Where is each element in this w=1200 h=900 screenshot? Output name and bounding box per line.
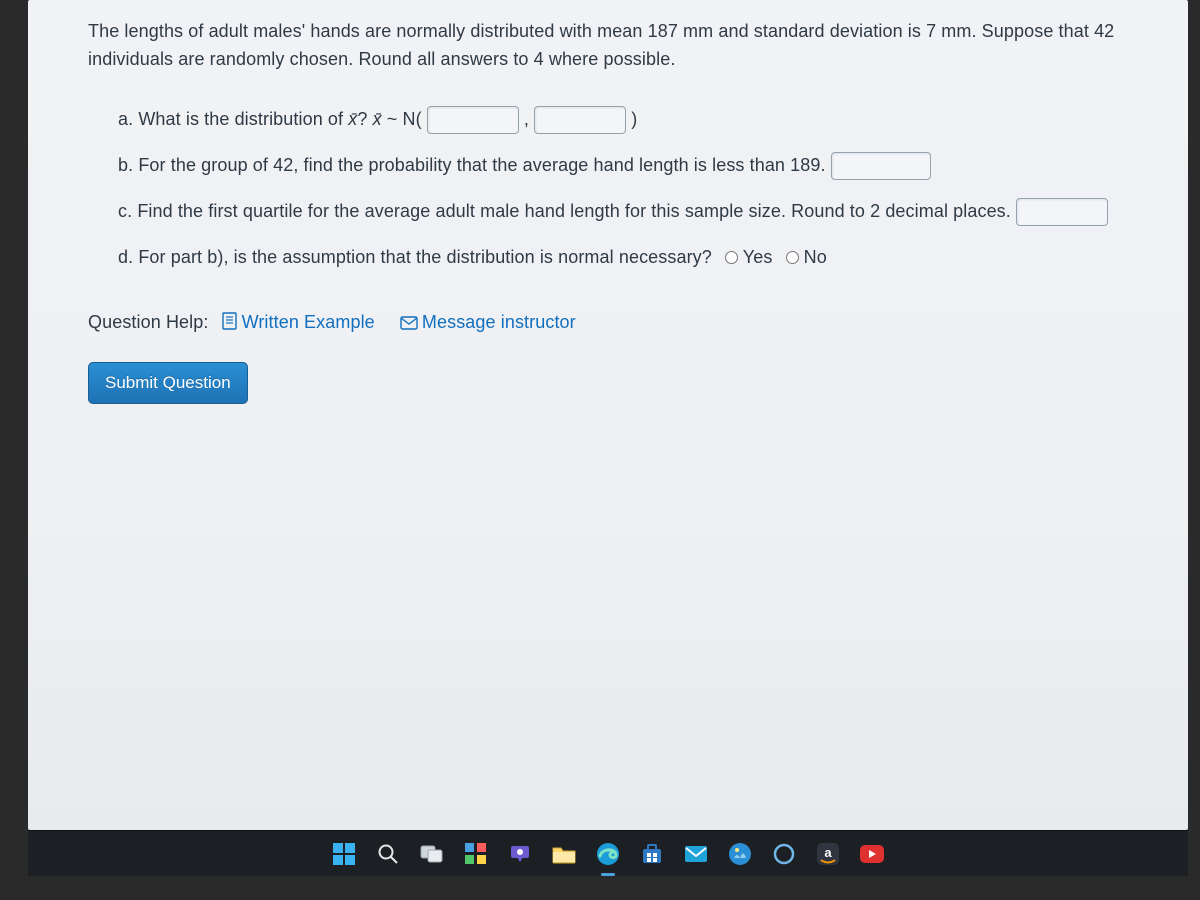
part-d-text: For part b), is the assumption that the … xyxy=(138,247,712,267)
part-b-label: b. xyxy=(118,155,133,175)
part-a: a. What is the distribution of x̄? x̄ ~ … xyxy=(118,102,1158,136)
xbar-mean-input[interactable] xyxy=(427,106,519,134)
store-icon[interactable] xyxy=(638,840,666,868)
cortana-icon[interactable] xyxy=(770,840,798,868)
windows-taskbar: a xyxy=(28,830,1188,876)
edge-icon[interactable] xyxy=(594,840,622,868)
part-a-q: ? xyxy=(357,109,372,129)
part-b-answer-input[interactable] xyxy=(831,152,931,180)
message-instructor-text: Message instructor xyxy=(422,312,576,332)
submit-question-button[interactable]: Submit Question xyxy=(88,362,248,404)
part-d-yes-text: Yes xyxy=(743,247,773,267)
written-example-text: Written Example xyxy=(242,312,375,332)
question-help-label: Question Help: xyxy=(88,312,208,332)
part-d-no-radio[interactable] xyxy=(786,251,799,264)
xbar-symbol-1: x̄ xyxy=(348,109,357,129)
part-b: b. For the group of 42, find the probabi… xyxy=(118,148,1158,182)
svg-text:a: a xyxy=(824,845,832,860)
file-explorer-icon[interactable] xyxy=(550,840,578,868)
part-a-tilde: ~ N( xyxy=(382,109,422,129)
taskbar-mail-icon[interactable] xyxy=(682,840,710,868)
part-a-label: a. xyxy=(118,109,133,129)
widgets-icon[interactable] xyxy=(462,840,490,868)
message-instructor-link[interactable]: Message instructor xyxy=(400,312,576,332)
part-b-text: For the group of 42, find the probabilit… xyxy=(138,155,825,175)
question-parts: a. What is the distribution of x̄? x̄ ~ … xyxy=(88,102,1158,275)
xbar-symbol-2: x̄ xyxy=(373,109,382,129)
part-d-yes-label[interactable]: Yes xyxy=(725,247,778,267)
chat-icon[interactable] xyxy=(506,840,534,868)
part-d-no-text: No xyxy=(804,247,827,267)
question-intro: The lengths of adult males' hands are no… xyxy=(88,18,1158,74)
part-a-close: ) xyxy=(631,109,637,129)
part-a-comma: , xyxy=(524,109,529,129)
search-icon[interactable] xyxy=(374,840,402,868)
question-body: The lengths of adult males' hands are no… xyxy=(88,18,1158,404)
document-icon xyxy=(222,311,238,339)
part-c-label: c. xyxy=(118,201,132,221)
photos-icon[interactable] xyxy=(726,840,754,868)
part-d-no-label[interactable]: No xyxy=(786,247,827,267)
part-d: d. For part b), is the assumption that t… xyxy=(118,240,1158,274)
part-c: c. Find the first quartile for the avera… xyxy=(118,194,1158,228)
part-c-text: Find the first quartile for the average … xyxy=(137,201,1011,221)
written-example-link[interactable]: Written Example xyxy=(222,312,380,332)
xbar-sd-input[interactable] xyxy=(534,106,626,134)
start-icon[interactable] xyxy=(330,840,358,868)
youtube-icon[interactable] xyxy=(858,840,886,868)
part-c-answer-input[interactable] xyxy=(1016,198,1108,226)
homework-question-panel: The lengths of adult males' hands are no… xyxy=(28,0,1188,830)
mail-icon xyxy=(400,311,418,339)
part-d-yes-radio[interactable] xyxy=(725,251,738,264)
part-d-label: d. xyxy=(118,247,133,267)
amazon-icon[interactable]: a xyxy=(814,840,842,868)
part-a-text-pre: What is the distribution of xyxy=(138,109,348,129)
taskview-icon[interactable] xyxy=(418,840,446,868)
question-help-row: Question Help: Written Example Message i… xyxy=(88,309,1158,339)
